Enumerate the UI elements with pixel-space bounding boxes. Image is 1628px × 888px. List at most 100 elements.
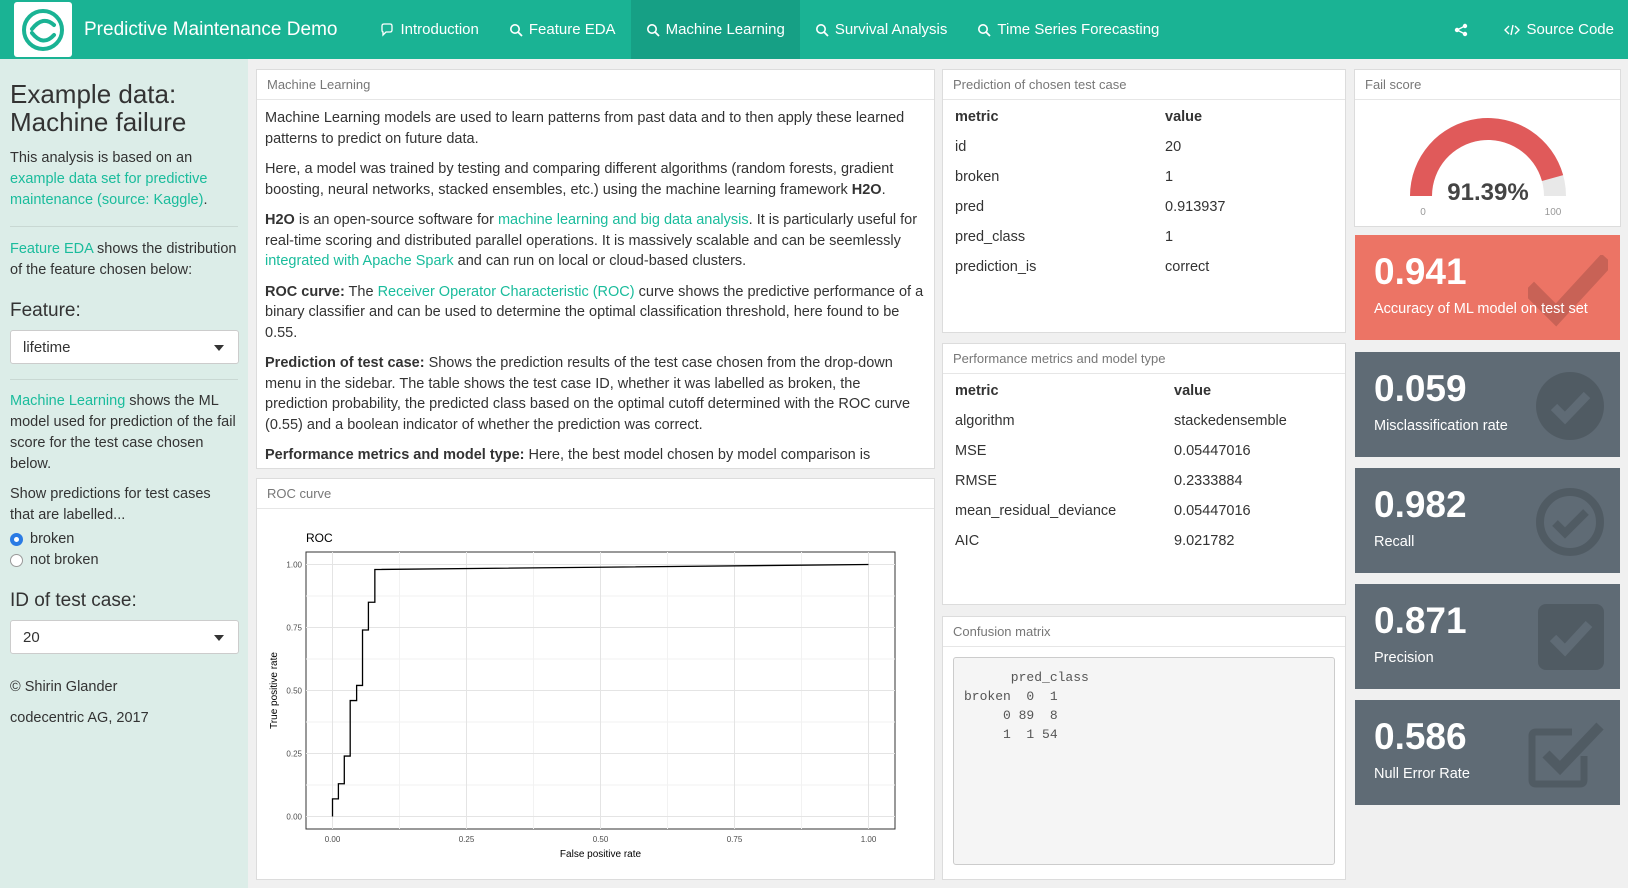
ml-bigdata-link[interactable]: machine learning and big data analysis [497,212,749,228]
tab-introduction[interactable]: Introduction [365,0,493,59]
table-row: RMSE 0.2333884 [955,473,1243,489]
predictions-label: Show predictions for test cases that are… [10,486,211,523]
y-tick-label: 0.25 [286,750,302,759]
gauge-max: 100 [1545,207,1562,218]
brand-title[interactable]: Predictive Maintenance Demo [84,18,338,40]
roc-link[interactable]: Receiver Operator Characteristic (ROC) [377,283,635,300]
tab-survival-analysis[interactable]: Survival Analysis [800,0,963,59]
caret-down-icon [214,635,224,641]
box-header: Machine Learning [257,70,934,100]
misclassification-value-box: 0.059 Misclassification rate [1355,352,1620,457]
table-header-row: metric value [943,102,1225,132]
recall-value-box: 0.982 Recall [1355,468,1620,573]
code-icon [1504,24,1521,35]
value-box-label: Null Error Rate [1374,766,1470,782]
table-row: id 20 [955,139,1182,155]
dataset-link[interactable]: example data set for predictive maintena… [10,171,208,208]
tab-label: Survival Analysis [834,21,948,38]
box-header: Performance metrics and model type [943,344,1345,374]
machine-learning-box: Machine Learning Machine Learning models… [256,69,935,469]
y-axis-label: True positive rate [269,652,280,729]
radio-label: not broken [30,552,99,568]
sidebar-eda-text: Feature EDA shows the distribution of th… [10,241,237,278]
paragraph: Machine Learning models are used to lear… [265,110,905,147]
performance-box: Performance metrics and model type metri… [942,343,1346,605]
box-header: Fail score [1355,70,1620,100]
table-header-row: metric value [943,376,1287,406]
column-header: metric [955,109,999,125]
copyright: © Shirin Glander [10,679,118,695]
value-box-label: Misclassification rate [1374,418,1508,434]
gauge-min: 0 [1420,207,1426,218]
gauge-value: 91.39% [1447,179,1528,206]
search-icon [509,23,523,37]
radio-broken[interactable]: broken [10,531,238,547]
table-row: algorithm stackedensemble [955,413,1287,429]
feature-eda-link[interactable]: Feature EDA [10,241,94,257]
radio-button[interactable] [10,532,23,546]
navbar: Predictive Maintenance Demo Introduction… [0,0,1628,59]
check-circle-outline-icon [1536,488,1604,556]
tab-time-series-forecasting[interactable]: Time Series Forecasting [962,0,1174,59]
sidebar-ml-text: Machine Learning shows the ML model used… [10,393,236,472]
fail-score-gauge: 91.39% 0 100 [1410,117,1566,218]
column-header: metric [955,383,999,399]
machine-learning-link[interactable]: Machine Learning [10,393,126,409]
feature-label: Feature: [10,300,81,321]
machine-learning-text[interactable]: Machine Learning models are used to lear… [257,100,934,468]
y-tick-label: 0.75 [286,623,302,632]
y-tick-label: 1.00 [286,560,302,569]
gauge-fill [1410,117,1564,196]
roc-series-line [331,563,869,817]
confusion-matrix-text[interactable]: pred_class broken 0 1 0 89 8 1 1 54 [953,657,1335,865]
box-header: Prediction of chosen test case [943,70,1345,100]
table-row: broken 1 [955,169,1174,185]
accuracy-value-box: 0.941 Accuracy of ML model on test set [1355,235,1620,340]
id-label: ID of test case: [10,590,137,611]
prediction-table: metric value id 20 broken 1 pred 0.913937 p… [943,102,1225,282]
tab-label: Introduction [400,21,479,38]
company: codecentric AG, 2017 [10,710,149,726]
table-row: MSE 0.05447016 [955,443,1251,459]
logo[interactable] [14,2,72,57]
test-case-id-select[interactable]: 20 [10,620,239,654]
x-tick-label: 0.25 [459,835,475,844]
radio-button[interactable] [10,553,23,567]
paragraph: Here, a model was trained by testing and… [265,161,894,198]
share-icon [1455,23,1468,36]
box-header: ROC curve [257,479,934,509]
column-header: value [1174,383,1212,399]
precision-value-box: 0.871 Precision [1355,584,1620,689]
table-row: AIC 9.021782 [955,533,1235,549]
check-square-outline-icon [1528,722,1604,788]
sidebar-intro: This analysis is based on an example dat… [10,150,208,208]
tab-feature-eda[interactable]: Feature EDA [494,0,631,59]
apache-spark-link[interactable]: integrated with Apache Spark [265,253,454,269]
feature-select-value: lifetime [23,338,71,356]
tab-label: Machine Learning [665,21,785,38]
feature-select[interactable]: lifetime [10,330,239,364]
share-button[interactable] [1439,0,1489,59]
fail-score-box: Fail score 91.39% 0 100 [1354,69,1621,227]
value-box-value: 0.982 [1374,484,1467,525]
search-icon [978,23,992,37]
source-code-label: Source Code [1526,21,1614,38]
x-tick-label: 0.75 [727,835,743,844]
y-tick-label: 0.50 [286,687,302,696]
caret-down-icon [214,345,224,351]
x-tick-label: 1.00 [861,835,877,844]
radio-not-broken[interactable]: not broken [10,552,238,568]
sidebar: Example data: Machine failure This analy… [0,59,248,888]
paragraph: ROC curve: The Receiver Operator Charact… [265,283,924,341]
table-row: pred_class 1 [955,229,1174,245]
roc-curve-box: ROC curve 0.00 0.00 0.25 0.25 0.50 0.50 0.75 0.… [256,478,935,880]
source-code-link[interactable]: Source Code [1489,0,1628,59]
x-axis-label: False positive rate [560,849,642,860]
search-icon [815,23,829,37]
column-header: value [1165,109,1203,125]
sidebar-title: Example data: Machine failure [10,79,187,137]
table-row: mean_residual_deviance 0.05447016 [955,503,1251,519]
comment-icon [381,22,394,37]
value-box-value: 0.586 [1374,716,1467,757]
tab-machine-learning[interactable]: Machine Learning [630,0,800,59]
